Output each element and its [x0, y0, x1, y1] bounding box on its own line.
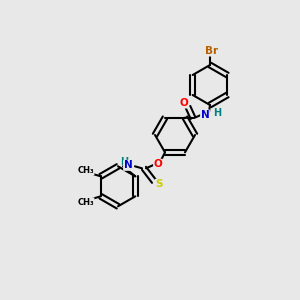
Text: N: N [124, 160, 132, 170]
Text: CH₃: CH₃ [77, 166, 94, 175]
Text: N: N [201, 110, 209, 120]
Text: S: S [155, 179, 163, 189]
Text: O: O [180, 98, 188, 108]
Text: O: O [154, 159, 162, 169]
Text: H: H [120, 157, 128, 167]
Text: Br: Br [206, 46, 219, 56]
Text: CH₃: CH₃ [77, 198, 94, 207]
Text: H: H [213, 108, 221, 118]
